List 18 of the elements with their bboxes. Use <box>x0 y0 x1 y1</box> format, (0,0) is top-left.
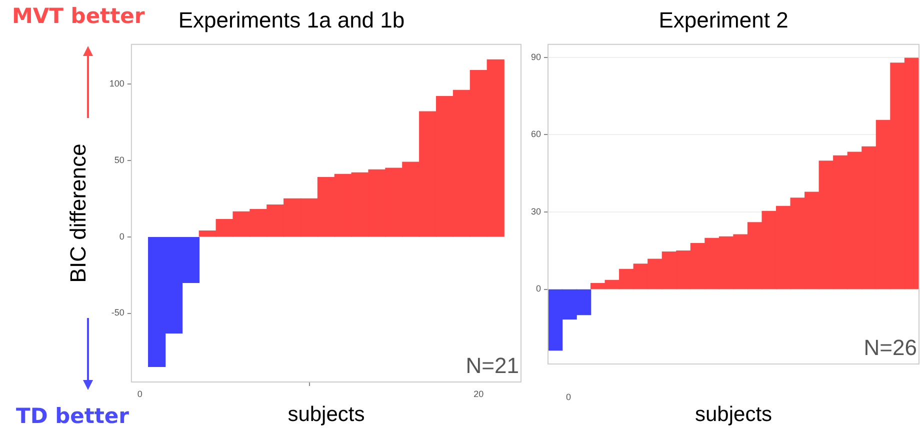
annotation: N=21 <box>466 353 519 378</box>
x-tick-label: 20 <box>474 388 484 399</box>
annotation: N=26 <box>864 335 917 360</box>
x-axis-title: subjects <box>694 403 772 426</box>
y-tick-label: 50 <box>114 154 124 165</box>
y-tick-label: 60 <box>530 129 542 140</box>
text: TD better <box>16 404 130 428</box>
y-tick-label: 0 <box>536 284 542 294</box>
y-axis-title: BIC difference <box>65 144 90 283</box>
y-tick-label: -50 <box>111 308 124 318</box>
y-tick-label: 30 <box>530 206 542 216</box>
y-tick-label: 90 <box>530 52 542 62</box>
y-tick-label: 0 <box>119 231 124 242</box>
chart-title: Experiments 1a and 1b <box>178 7 405 32</box>
x-axis-title: subjects <box>288 403 365 426</box>
y-tick-label: 100 <box>109 78 124 89</box>
text: MVT better <box>12 4 145 28</box>
chart-title: Experiment 2 <box>658 7 788 32</box>
